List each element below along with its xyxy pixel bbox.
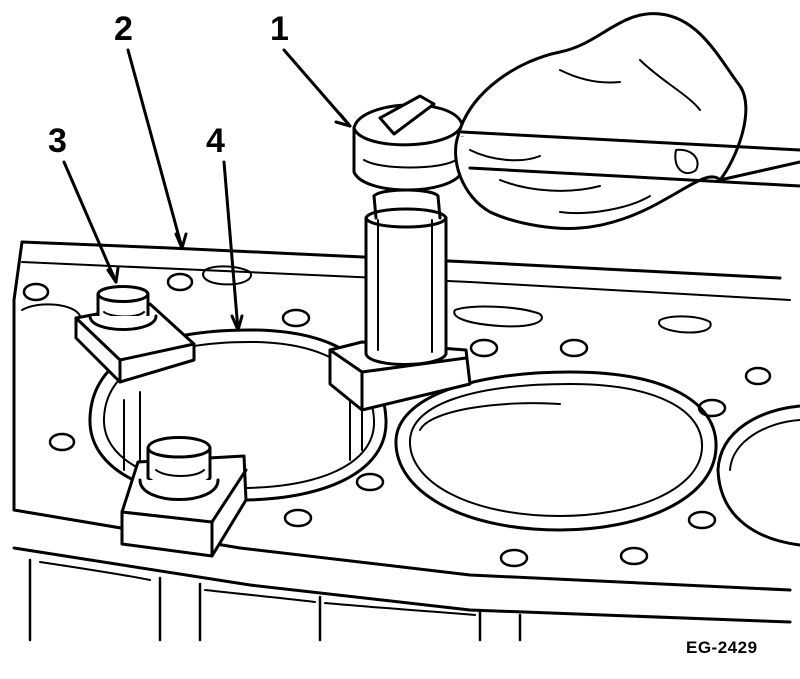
clamp-plate-lower [120,436,248,558]
bolt-icon [88,285,158,331]
callout-1: 1 [270,10,289,48]
callout-3: 3 [48,122,67,160]
callout-4: 4 [206,122,225,160]
socket-tool-icon [328,94,472,412]
callout-2: 2 [114,10,133,48]
coolant-passages [21,265,712,334]
bolt-icon [138,436,220,501]
leader-lines [62,48,352,332]
hand-icon [454,12,800,230]
clamp-plate-upper [74,285,196,384]
figure-code: EG-2429 [686,638,758,657]
